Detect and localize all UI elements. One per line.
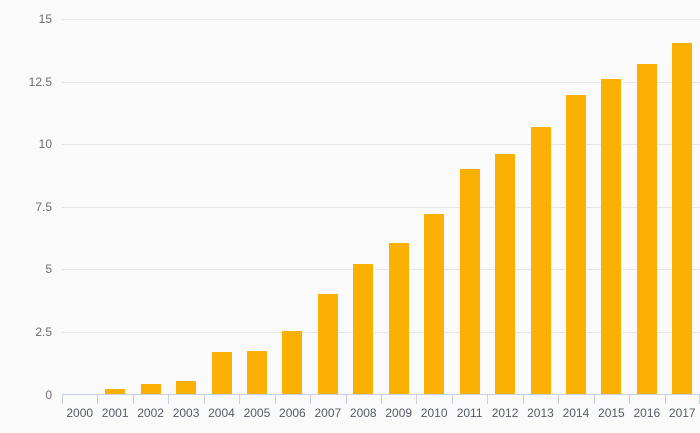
y-axis-tick-label: 2.5	[35, 324, 52, 339]
x-axis-tick-mark	[168, 395, 169, 404]
x-axis-tick-mark	[629, 395, 630, 404]
y-axis-tick-label: 0	[45, 387, 52, 402]
x-axis-tick-mark	[310, 395, 311, 404]
bar-2003[interactable]	[176, 380, 197, 395]
x-axis-tick-mark	[381, 395, 382, 404]
bar-2017[interactable]	[672, 42, 693, 395]
x-axis-tick-mark	[97, 395, 98, 404]
x-axis-tick-label-2000: 2000	[66, 406, 94, 420]
x-axis-tick-label-2004: 2004	[208, 406, 235, 420]
x-axis-line	[62, 394, 700, 395]
x-axis-tick-label-2005: 2005	[243, 406, 271, 420]
bar-2014[interactable]	[565, 95, 586, 395]
x-axis-tick-label-2010: 2010	[420, 406, 448, 420]
bar-2015[interactable]	[601, 78, 622, 395]
x-axis-tick-mark	[594, 395, 595, 404]
x-axis-tick-mark	[487, 395, 488, 404]
y-axis-tick-label: 12.5	[28, 74, 52, 89]
bar-2005[interactable]	[246, 350, 267, 395]
x-axis-tick-mark	[346, 395, 347, 404]
bar-2002[interactable]	[140, 384, 161, 395]
bar-2010[interactable]	[424, 214, 445, 395]
x-axis-tick-label-2003: 2003	[172, 406, 200, 420]
gridline	[62, 331, 700, 333]
x-axis-tick-label-2006: 2006	[279, 406, 306, 420]
bar-2016[interactable]	[636, 63, 657, 395]
bar-2006[interactable]	[282, 330, 303, 395]
x-axis-tick-label-2012: 2012	[491, 406, 519, 420]
x-axis-tick-mark	[665, 395, 666, 404]
x-axis-tick-mark	[452, 395, 453, 404]
x-axis-tick-mark	[204, 395, 205, 404]
x-axis-tick-mark	[133, 395, 134, 404]
x-axis-tick-mark	[239, 395, 240, 404]
bar-2013[interactable]	[530, 126, 551, 395]
x-axis-tick-label-2009: 2009	[385, 406, 413, 420]
gridline	[62, 81, 700, 83]
y-axis-tick-label: 15	[38, 11, 52, 26]
bar-2011[interactable]	[459, 169, 480, 395]
x-axis-tick-label-2015: 2015	[598, 406, 625, 420]
x-axis-tick-label-2011: 2011	[456, 406, 483, 420]
bar-2001[interactable]	[105, 389, 126, 395]
x-axis-tick-mark	[275, 395, 276, 404]
x-axis-tick-mark	[62, 395, 63, 404]
x-axis-tick-label-2008: 2008	[349, 406, 377, 420]
x-axis-tick-mark	[558, 395, 559, 404]
x-axis-tick-label-2017: 2017	[668, 406, 696, 420]
y-axis-tick-label: 5	[45, 262, 52, 277]
gridline	[62, 18, 700, 20]
y-axis-tick-label: 7.5	[35, 199, 52, 214]
bar-2012[interactable]	[495, 154, 516, 395]
x-axis-tick-mark	[523, 395, 524, 404]
y-axis: 0 2.5 5 7.5 10 12.5 15	[0, 0, 52, 433]
x-axis-tick-label-2016: 2016	[633, 406, 661, 420]
bar-2007[interactable]	[317, 294, 338, 395]
x-axis-tick-label-2007: 2007	[314, 406, 342, 420]
bar-2009[interactable]	[388, 243, 409, 395]
x-axis-tick-label-2001: 2001	[101, 406, 129, 420]
x-axis-tick-label-2002: 2002	[137, 406, 164, 420]
x-axis-tick-mark	[416, 395, 417, 404]
y-axis-tick-label: 10	[38, 137, 52, 152]
x-axis-tick-label-2013: 2013	[527, 406, 554, 420]
plot-area	[62, 0, 700, 395]
bar-2008[interactable]	[353, 264, 374, 395]
gridline	[62, 206, 700, 208]
x-axis-tick-label-2014: 2014	[562, 406, 590, 420]
gridline	[62, 269, 700, 271]
gridline	[62, 144, 700, 146]
bar-2004[interactable]	[211, 351, 232, 395]
